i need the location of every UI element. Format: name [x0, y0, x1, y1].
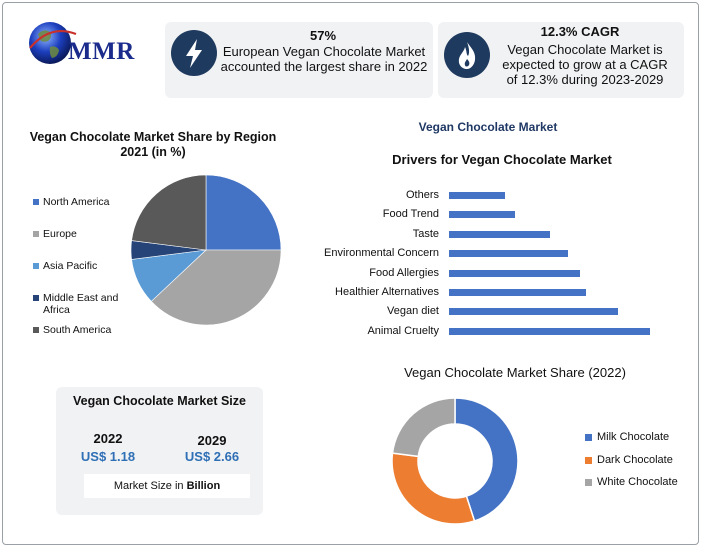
bar-label-animal-cruelty: Animal Cruelty: [367, 324, 439, 337]
bar-label-food-trend: Food Trend: [382, 208, 439, 221]
bar-label-food-allergies: Food Allergies: [369, 266, 439, 279]
bar-label-vegan-diet: Vegan diet: [387, 305, 439, 318]
legend-item-white-chocolate: White Chocolate: [585, 476, 678, 488]
legend-item-asia-pacific: Asia Pacific: [33, 260, 125, 272]
slice-europe: [150, 249, 282, 326]
legend-item-north-america: North America: [33, 196, 125, 208]
slice-south-america: [131, 174, 207, 251]
lightning-icon: [186, 39, 202, 68]
legend-item-south-america: South America: [33, 324, 125, 336]
bar-food-allergies: [449, 269, 580, 277]
bar-others: [449, 192, 506, 199]
drivers-chart-subtitle: Drivers for Vegan Chocolate Market: [392, 152, 612, 167]
share-donut-chart: [391, 397, 519, 525]
legend-label: North America: [43, 196, 110, 208]
legend-label: Milk Chocolate: [597, 431, 670, 443]
bar-vegan-diet: [449, 308, 618, 316]
bar-label-environmental-concern: Environmental Concern: [324, 247, 439, 260]
stat-text-europe: European Vegan Chocolate Market accounte…: [220, 44, 428, 74]
legend-item-europe: Europe: [33, 228, 125, 240]
legend-label: Europe: [43, 228, 77, 240]
market-size-footer-unit: Billion: [186, 480, 221, 492]
drivers-chart-title: Vegan Chocolate Market: [418, 120, 558, 134]
market-size-footer: Market Size in Billion: [84, 474, 250, 498]
market-size-value-2029: US$ 2.66: [184, 449, 240, 464]
legend-label: South America: [43, 324, 112, 336]
stat-value-europe: 57%: [309, 28, 337, 43]
market-size-title: Vegan Chocolate Market Size: [73, 394, 246, 408]
slice-north-america: [205, 174, 282, 251]
lightning-icon-badge: [171, 30, 217, 76]
legend-swatch: [33, 327, 39, 333]
globe-icon: [29, 22, 77, 64]
slice-white-chocolate: [391, 397, 456, 458]
region-pie-chart: [130, 174, 282, 326]
market-size-year-2022: 2022: [93, 431, 123, 446]
stat-text-cagr: Vegan Chocolate Market is expected to gr…: [502, 42, 668, 87]
flame-icon-badge: [444, 32, 490, 78]
bar-label-healthier-alternatives: Healthier Alternatives: [335, 286, 439, 298]
legend-item-milk-chocolate: Milk Chocolate: [585, 431, 669, 443]
legend-swatch: [33, 263, 39, 269]
legend-label: Dark Chocolate: [597, 454, 673, 466]
slice-dark-chocolate: [391, 452, 476, 525]
share-donut-title: Vegan Chocolate Market Share (2022): [404, 365, 626, 380]
legend-label: Asia Pacific: [43, 260, 98, 272]
legend-item-middle-east-and-africa: Middle East and Africa: [33, 292, 125, 316]
bar-label-others: Others: [405, 189, 439, 201]
bar-label-taste: Taste: [412, 227, 439, 240]
stat-value-cagr: 12.3% CAGR: [540, 24, 620, 39]
legend-swatch: [33, 231, 39, 237]
bar-food-trend: [449, 211, 516, 219]
market-size-footer-prefix: Market Size in: [113, 480, 187, 492]
bar-animal-cruelty: [449, 327, 650, 335]
legend-swatch: [585, 456, 592, 464]
legend-label: White Chocolate: [597, 476, 678, 488]
slice-milk-chocolate: [454, 397, 519, 522]
legend-item-dark-chocolate: Dark Chocolate: [585, 454, 673, 466]
flame-icon: [458, 42, 476, 69]
legend-swatch: [585, 433, 592, 441]
region-pie-title: Vegan Chocolate Market Share by Region 2…: [29, 130, 277, 159]
market-size-value-2022: US$ 1.18: [80, 449, 136, 464]
legend-swatch: [33, 295, 39, 301]
bar-healthier-alternatives: [449, 289, 586, 296]
legend-label: Middle East and Africa: [43, 292, 119, 316]
legend-swatch: [33, 199, 39, 205]
logo-text: MMR: [68, 38, 135, 65]
legend-swatch: [585, 478, 592, 486]
bar-taste: [449, 230, 550, 238]
mmr-logo: MMR: [26, 14, 156, 74]
market-size-year-2029: 2029: [197, 433, 227, 448]
bar-environmental-concern: [449, 250, 568, 258]
